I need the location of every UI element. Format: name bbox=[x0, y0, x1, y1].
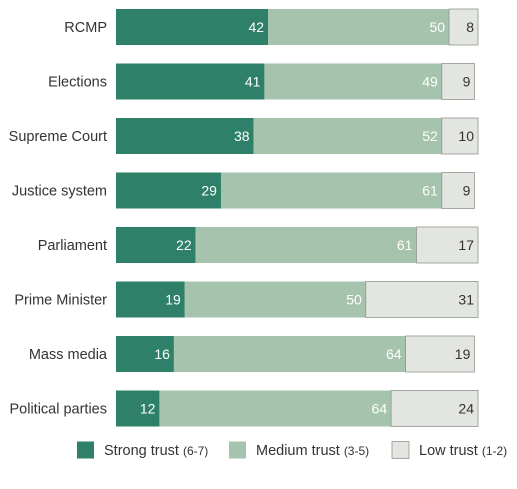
data-label: 19 bbox=[165, 292, 181, 308]
data-label: 50 bbox=[346, 292, 362, 308]
bar-row: Supreme Court 38 52 10 bbox=[9, 117, 479, 155]
bar-segment-strong-trust bbox=[116, 390, 160, 427]
bar-segment-low-trust bbox=[405, 335, 475, 373]
legend-item: Medium trust (3-5) bbox=[229, 441, 369, 459]
bar-segment-medium-trust bbox=[173, 336, 406, 372]
bar-segment-low-trust bbox=[441, 117, 479, 155]
bar-row: Elections 41 49 9 bbox=[48, 63, 475, 100]
legend-swatch bbox=[391, 441, 410, 459]
data-label: 31 bbox=[458, 292, 474, 308]
bar-segment-strong-trust bbox=[116, 281, 185, 318]
data-label: 22 bbox=[176, 237, 192, 253]
bar-row: Justice system 29 61 9 bbox=[12, 172, 475, 209]
data-label: 9 bbox=[463, 74, 471, 90]
data-label: 16 bbox=[154, 346, 170, 362]
data-label: 50 bbox=[429, 19, 445, 35]
bar-segment-low-trust bbox=[365, 281, 479, 318]
data-label: 52 bbox=[422, 128, 438, 144]
legend-series-range: (6-7) bbox=[183, 444, 208, 458]
bar-segment-medium-trust bbox=[253, 118, 442, 154]
bar-segment-strong-trust bbox=[116, 9, 269, 45]
legend-swatch bbox=[229, 441, 246, 459]
category-label: RCMP bbox=[64, 20, 107, 36]
data-label: 42 bbox=[248, 19, 264, 35]
category-label: Elections bbox=[48, 75, 107, 91]
data-label: 49 bbox=[422, 74, 438, 90]
data-label: 19 bbox=[455, 346, 471, 362]
bar-segment-medium-trust bbox=[220, 172, 442, 209]
data-label: 64 bbox=[372, 401, 388, 417]
legend-label: Medium trust (3-5) bbox=[256, 443, 369, 459]
bar-segment-medium-trust bbox=[268, 9, 450, 45]
data-label: 12 bbox=[140, 401, 156, 417]
legend: Strong trust (6-7) Medium trust (3-5) Low tr… bbox=[77, 441, 507, 459]
category-label: Political parties bbox=[9, 402, 107, 418]
legend-label: Low trust (1-2) bbox=[419, 443, 507, 459]
legend-item: Strong trust (6-7) bbox=[77, 441, 208, 459]
data-label: 24 bbox=[458, 401, 474, 417]
bar-segment-strong-trust bbox=[116, 118, 254, 154]
bar-row: RCMP 42 50 8 bbox=[64, 8, 479, 46]
bar-segment-medium-trust bbox=[264, 63, 442, 100]
bar-segment-medium-trust bbox=[159, 390, 392, 427]
legend-label: Strong trust (6-7) bbox=[104, 443, 208, 459]
bar-segment-low-trust bbox=[390, 390, 479, 427]
bar-segment-strong-trust bbox=[116, 336, 174, 372]
legend-series-name: Strong trust bbox=[104, 443, 179, 459]
bar-segment-medium-trust bbox=[195, 227, 417, 263]
bar-segment-strong-trust bbox=[116, 172, 221, 209]
bar-segment-strong-trust bbox=[116, 63, 265, 100]
legend-swatch bbox=[77, 441, 94, 459]
category-label: Prime Minister bbox=[14, 293, 107, 309]
category-label: Supreme Court bbox=[9, 129, 107, 145]
data-label: 17 bbox=[458, 237, 474, 253]
data-label: 61 bbox=[397, 237, 413, 253]
bar-segment-medium-trust bbox=[184, 281, 366, 318]
data-label: 8 bbox=[466, 19, 474, 35]
category-label: Justice system bbox=[12, 184, 107, 200]
bar-row: Political parties 12 64 24 bbox=[9, 390, 479, 427]
legend-series-range: (3-5) bbox=[344, 444, 369, 458]
legend-series-name: Low trust bbox=[419, 443, 478, 459]
legend-series-range: (1-2) bbox=[482, 444, 507, 458]
data-label: 38 bbox=[234, 128, 250, 144]
data-label: 9 bbox=[463, 183, 471, 199]
data-label: 29 bbox=[201, 183, 217, 199]
bar-segment-low-trust bbox=[441, 172, 475, 209]
bar-segment-low-trust bbox=[416, 226, 479, 264]
data-label: 61 bbox=[422, 183, 438, 199]
bar-segment-strong-trust bbox=[116, 227, 196, 263]
legend-series-name: Medium trust bbox=[256, 443, 340, 459]
data-label: 41 bbox=[245, 74, 261, 90]
bar-row: Parliament 22 61 17 bbox=[38, 226, 479, 264]
bar-row: Mass media 16 64 19 bbox=[29, 335, 475, 373]
category-label: Mass media bbox=[29, 347, 108, 363]
legend-item: Low trust (1-2) bbox=[391, 441, 507, 459]
bar-segment-low-trust bbox=[441, 63, 475, 100]
bar-segment-low-trust bbox=[448, 8, 479, 46]
data-label: 64 bbox=[386, 346, 402, 362]
bars-area: RCMP 42 50 8 Elections 41 49 9 Supreme Court 38 52… bbox=[9, 8, 479, 427]
category-label: Parliament bbox=[38, 238, 107, 254]
bar-row: Prime Minister 19 50 31 bbox=[14, 281, 479, 318]
data-label: 10 bbox=[458, 128, 474, 144]
